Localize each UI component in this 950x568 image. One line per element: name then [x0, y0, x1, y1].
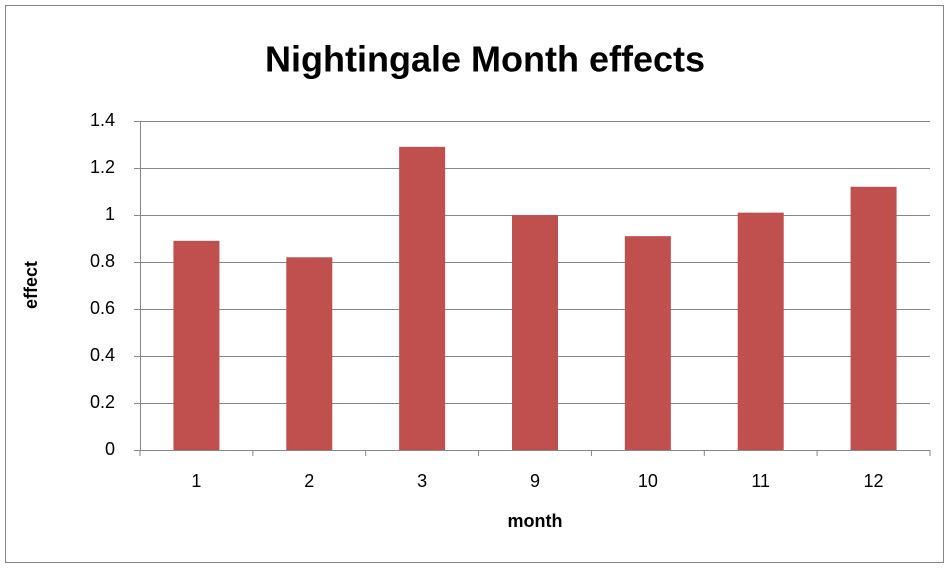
bar [286, 257, 333, 450]
y-tick-label: 0.4 [90, 345, 115, 365]
x-tick-label: 1 [191, 471, 201, 491]
bar [624, 236, 671, 450]
y-tick-label: 0.2 [90, 392, 115, 412]
x-tick-label: 10 [638, 471, 658, 491]
y-tick-label: 0 [105, 439, 115, 459]
y-tick-label: 1.4 [90, 110, 115, 130]
x-tick-label: 11 [751, 471, 770, 491]
x-tick-label: 9 [530, 471, 540, 491]
x-tick-label: 2 [304, 471, 314, 491]
bar [399, 146, 446, 450]
chart-border [5, 5, 944, 563]
y-tick-label: 1 [105, 204, 115, 224]
y-tick-label: 1.2 [90, 157, 115, 177]
bar [173, 240, 220, 450]
bar [850, 186, 897, 451]
y-axis-label: effect [21, 261, 41, 309]
bar [737, 212, 784, 450]
x-tick-label: 12 [864, 471, 884, 491]
x-axis-label: month [508, 511, 563, 531]
chart-title: Nightingale Month effects [265, 39, 705, 80]
bar [512, 215, 558, 450]
y-tick-label: 0.6 [90, 298, 115, 318]
x-tick-label: 3 [417, 471, 427, 491]
y-tick-label: 0.8 [90, 251, 115, 271]
